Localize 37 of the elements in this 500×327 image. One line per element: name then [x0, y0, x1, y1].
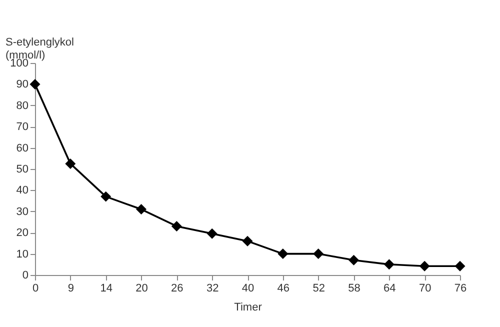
point	[136, 204, 146, 215]
x-tick-label: 58	[348, 282, 360, 294]
x-tick-label: 70	[418, 282, 432, 294]
x-tick-label: 0	[32, 282, 39, 294]
x-axis-title: Timer	[234, 302, 262, 314]
point	[278, 248, 288, 260]
x-tick-label: 46	[277, 282, 290, 294]
point	[313, 248, 324, 260]
x-tick-label: 14	[100, 282, 112, 294]
y-tick-label: 80	[16, 100, 28, 112]
point	[419, 260, 430, 272]
y-tick-label: 40	[16, 184, 28, 197]
x-tick-label: 52	[312, 282, 325, 294]
y-tick-label: 20	[16, 227, 28, 240]
point	[100, 191, 112, 202]
point	[171, 220, 182, 232]
x-tick-label: 9	[68, 282, 74, 294]
x-tick-label: 32	[206, 282, 219, 294]
y-tick-label: 0	[22, 270, 28, 282]
point	[30, 78, 40, 90]
y-tick-label: 30	[16, 206, 28, 218]
point	[454, 260, 466, 272]
x-tick-label: 76	[454, 282, 467, 294]
point	[242, 236, 253, 246]
x-tick-label: 26	[171, 282, 184, 294]
point	[206, 228, 218, 239]
y-tick-label: 50	[16, 164, 28, 176]
point	[384, 259, 394, 270]
y-tick-label: 90	[16, 78, 28, 91]
x-tick-label: 20	[136, 282, 148, 294]
x-tick-label: 64	[384, 282, 396, 294]
x-tick-label: 40	[242, 282, 254, 294]
y-tick-label: 60	[16, 142, 28, 154]
point	[348, 254, 359, 266]
y-tick-label: 70	[16, 121, 28, 134]
point	[65, 158, 76, 169]
y-tick-label: 10	[16, 248, 28, 260]
